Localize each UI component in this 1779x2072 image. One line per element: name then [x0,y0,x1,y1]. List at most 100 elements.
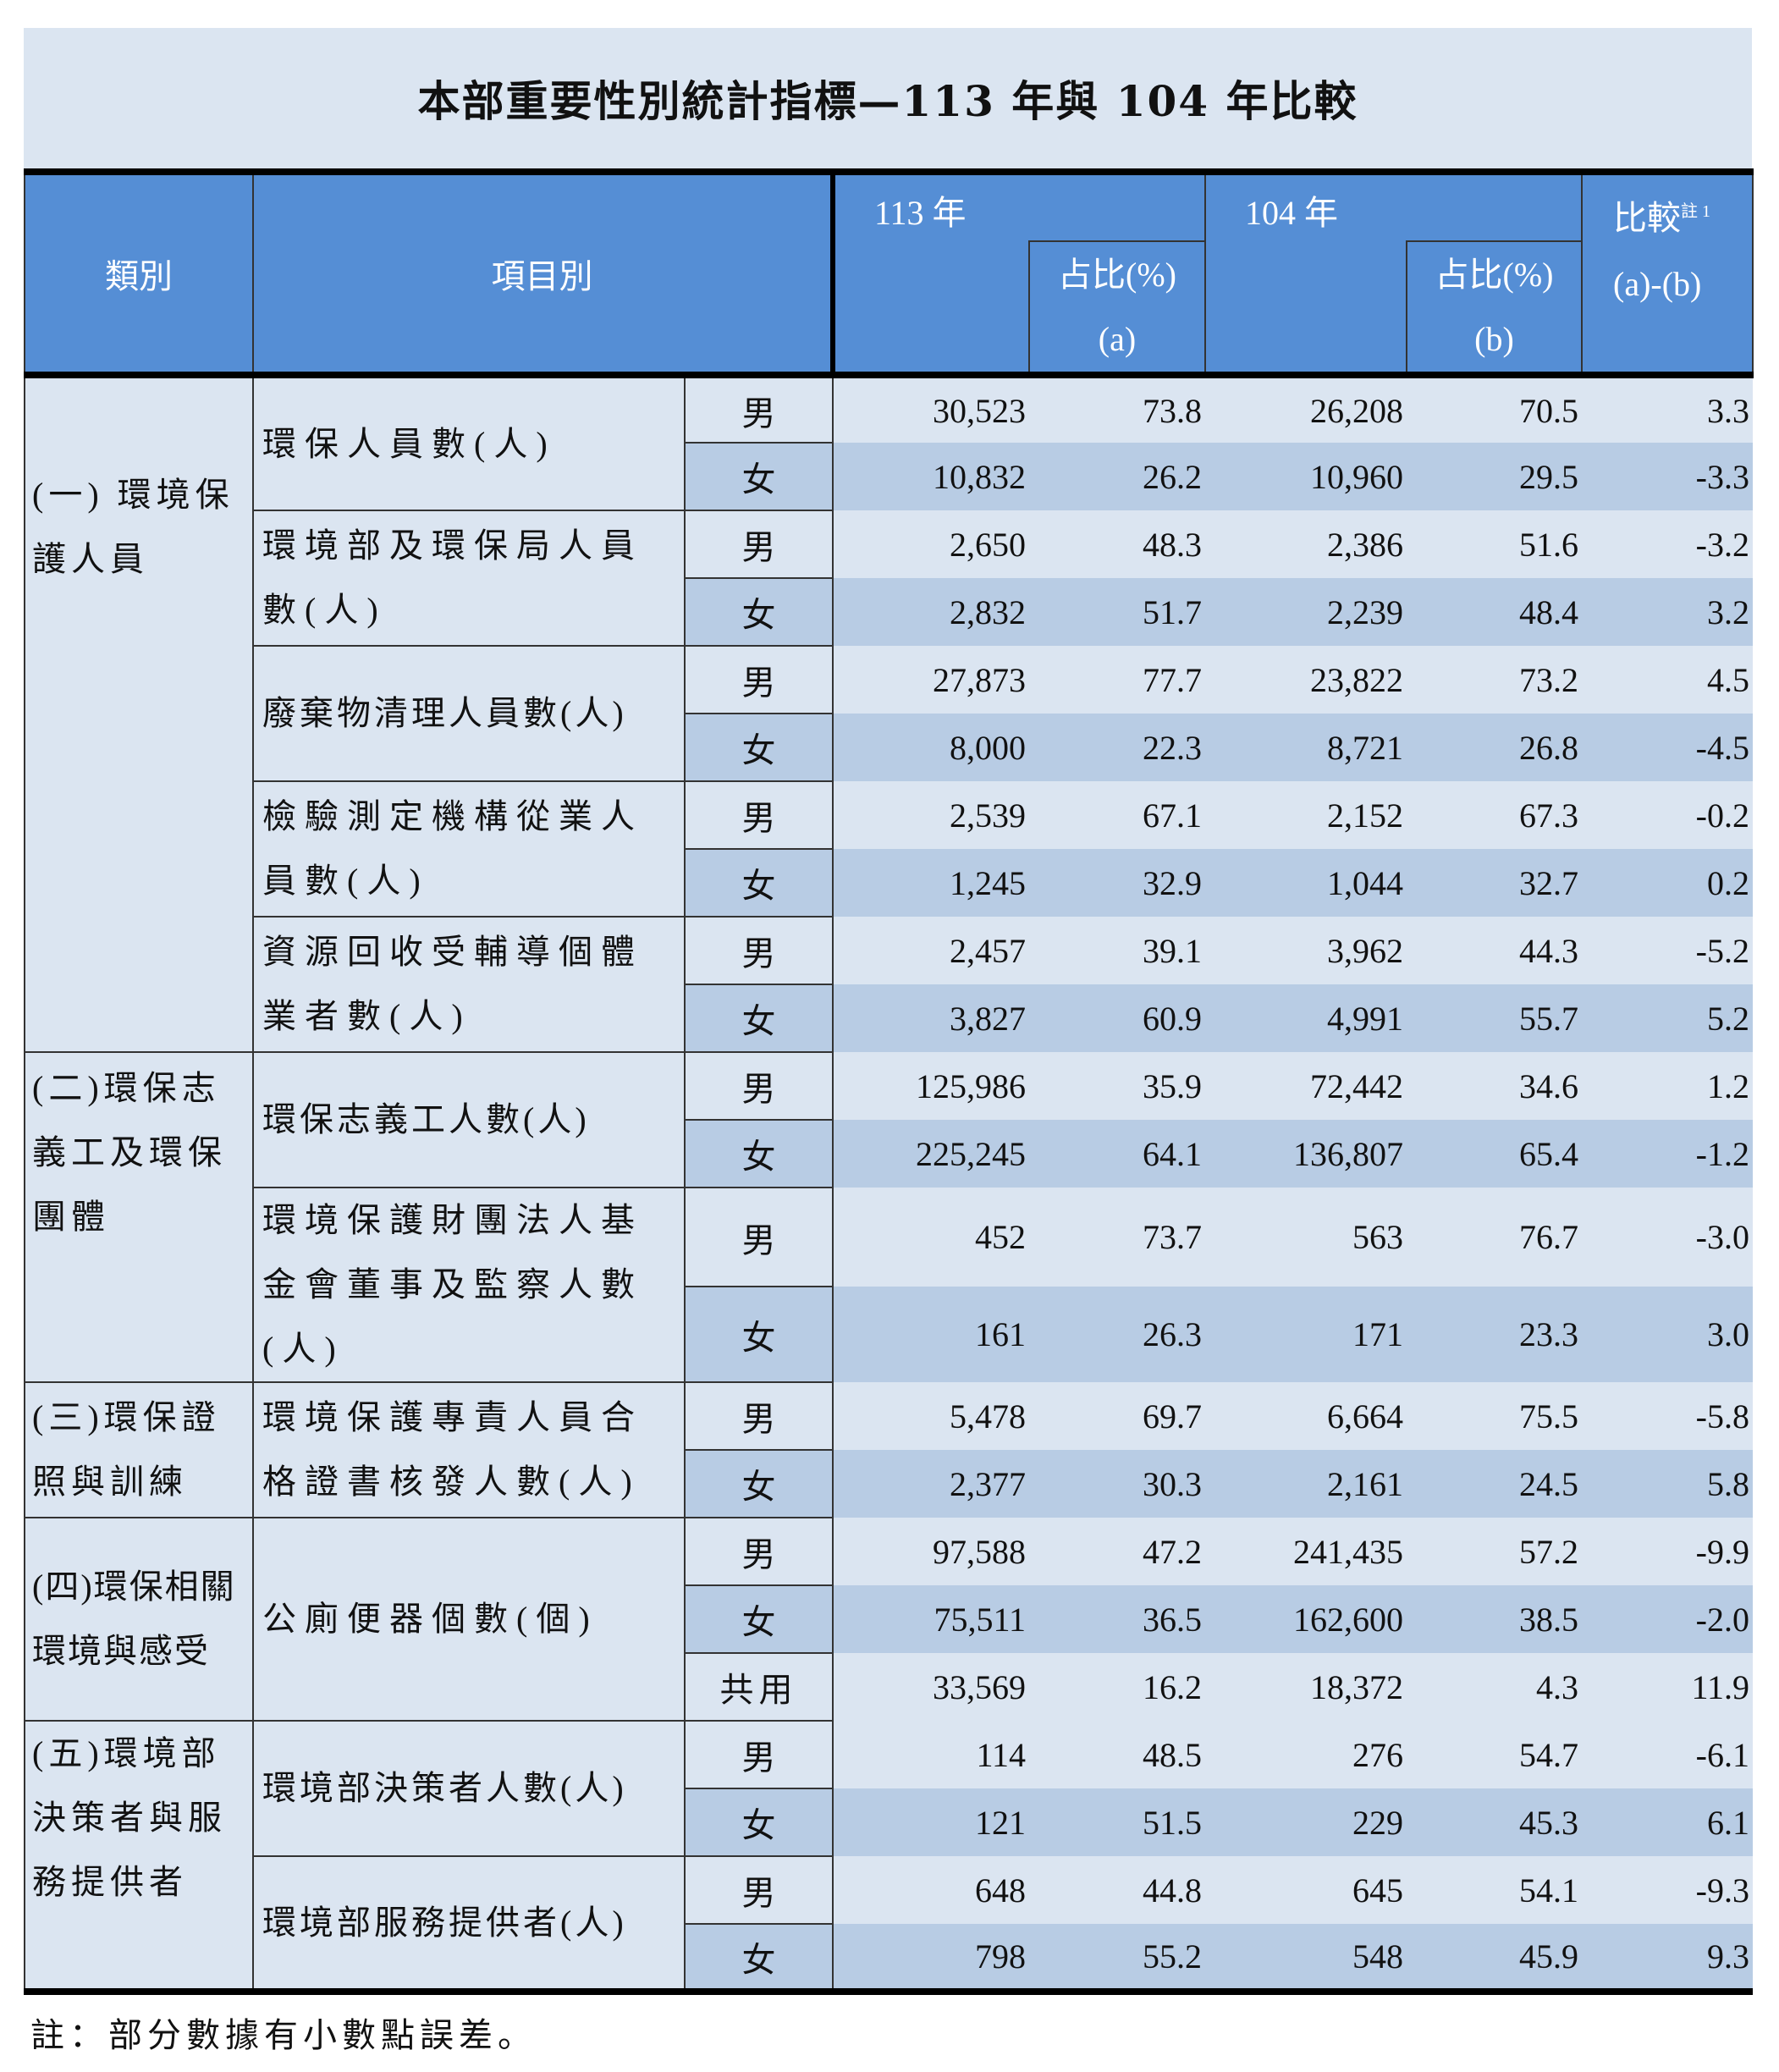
pct-113: 51.5 [1029,1788,1205,1856]
pct-104: 54.1 [1407,1856,1582,1924]
pct-113: 73.8 [1029,375,1205,443]
table-row: 女 10,832 26.2 10,960 29.5 -3.3 [25,442,1753,511]
table-row: (五)環境部決策者與服務提供者 環境部決策者人數(人) 男 114 48.5 2… [24,1720,1753,1992]
pct-113: 47.2 [1029,1518,1205,1585]
table-row: 女 2,377 30.3 2,161 24.5 5.8 [25,1449,1753,1518]
header-pct-a: 占比(%) (a) [1028,240,1206,376]
value-113: 27,873 [833,646,1029,714]
value-104: 229 [1205,1788,1407,1856]
value-104: 4,991 [1205,984,1407,1052]
value-104: 276 [1205,1721,1407,1788]
header-compare-note: 註 1 [1681,202,1710,221]
pct-104: 73.2 [1407,646,1582,714]
value-104: 3,962 [1205,917,1407,984]
item-cell: 廢棄物清理人員數(人) [252,645,686,782]
value-104: 2,386 [1205,510,1407,578]
category-cell: (三)環保證照與訓練 [24,1381,254,1518]
value-113: 161 [833,1287,1029,1382]
diff: -4.5 [1582,714,1753,781]
header-year-113-spacer [1029,171,1206,242]
value-113: 648 [833,1856,1029,1924]
value-113: 3,827 [833,984,1029,1052]
diff: -2.0 [1582,1585,1753,1653]
header-pct-a-marker: (a) [1098,319,1137,358]
pct-104: 32.7 [1407,849,1582,917]
diff: -5.2 [1582,917,1753,984]
value-113: 1,245 [833,849,1029,917]
gender-cell: 女 [684,1584,834,1654]
value-113: 2,832 [833,578,1029,646]
pct-104: 34.6 [1407,1052,1582,1120]
item-cell: 資源回收受輔導個體業者數(人) [252,916,686,1053]
item-cell: 環境保護財團法人基金會董事及監察人數(人) [252,1187,686,1383]
value-113: 2,457 [833,917,1029,984]
table-row: 女 225,245 64.1 136,807 65.4 -1.2 [25,1119,1753,1188]
pct-104: 23.3 [1407,1287,1582,1382]
header-pct-b-label: 占比(%) [1435,255,1554,294]
table-row: 女 3,827 60.9 4,991 55.7 5.2 [25,984,1753,1053]
value-104: 2,161 [1205,1450,1407,1518]
pct-104: 51.6 [1407,510,1582,578]
value-104: 26,208 [1205,375,1407,443]
pct-113: 55.2 [1029,1924,1205,1992]
category-cell: (五)環境部決策者與服務提供者 [24,1720,254,1992]
table-row: (三)環保證照與訓練 環境保護專責人員合格證書核發人數(人) 男 5,478 6… [24,1381,1753,1518]
pct-113: 36.5 [1029,1585,1205,1653]
gender-cell: 女 [684,442,834,511]
gender-cell: 男 [684,916,834,985]
pct-104: 75.5 [1407,1382,1582,1450]
pct-113: 64.1 [1029,1120,1205,1188]
pct-113: 26.2 [1029,443,1205,510]
diff: 3.0 [1582,1287,1753,1382]
diff: -3.2 [1582,510,1753,578]
gender-cell: 男 [684,1381,834,1451]
table-row: (一) 環境保護人員 環保人員數(人) 男 30,523 73.8 26,208… [24,374,1753,1053]
header-compare-formula: (a)-(b) [1613,265,1702,303]
table-body: (一) 環境保護人員 環保人員數(人) 男 30,523 73.8 26,208… [24,374,1753,1992]
gender-cell: 男 [684,374,834,444]
pct-104: 26.8 [1407,714,1582,781]
value-104: 2,152 [1205,781,1407,849]
diff: 0.2 [1582,849,1753,917]
value-104: 136,807 [1205,1120,1407,1188]
header-pct-b-marker: (b) [1474,319,1514,358]
pct-104: 54.7 [1407,1721,1582,1788]
pct-113: 60.9 [1029,984,1205,1052]
value-104: 171 [1205,1287,1407,1382]
gender-cell: 女 [684,848,834,918]
value-104: 8,721 [1205,714,1407,781]
pct-104: 45.9 [1407,1924,1582,1992]
header-compare-label: 比較 [1613,199,1681,237]
value-104: 1,044 [1205,849,1407,917]
value-104: 563 [1205,1188,1407,1287]
value-113: 97,588 [833,1518,1029,1585]
pct-113: 67.1 [1029,781,1205,849]
diff: 9.3 [1582,1924,1753,1992]
gender-cell: 共用 [684,1652,834,1722]
header-category: 類別 [24,171,254,376]
header-compare: 比較註 1 (a)-(b) [1581,171,1754,376]
pct-113: 32.9 [1029,849,1205,917]
gender-cell: 女 [684,984,834,1053]
table-row: 環境保護財團法人基金會董事及監察人數(人) 男 452 73.7 563 76.… [25,1187,1753,1383]
value-104: 2,239 [1205,578,1407,646]
gender-cell: 女 [684,713,834,782]
header-pct-b: 占比(%) (b) [1406,240,1583,376]
statistics-table: 類別 項目別 113 年 104 年 比較註 1 (a)-(b) 占比(%) (… [24,168,1754,1995]
value-113: 798 [833,1924,1029,1992]
diff: -9.9 [1582,1518,1753,1585]
diff: -6.1 [1582,1721,1753,1788]
pct-113: 39.1 [1029,917,1205,984]
pct-104: 29.5 [1407,443,1582,510]
table-row: 共用 33,569 16.2 18,372 4.3 11.9 [25,1652,1753,1722]
pct-113: 77.7 [1029,646,1205,714]
gender-cell: 女 [684,1788,834,1857]
value-113: 114 [833,1721,1029,1788]
gender-cell: 女 [684,577,834,647]
pct-104: 45.3 [1407,1788,1582,1856]
value-104: 645 [1205,1856,1407,1924]
header-year-113: 113 年 [830,171,1029,375]
pct-113: 16.2 [1029,1653,1205,1721]
gender-cell: 男 [684,1720,834,1789]
pct-104: 4.3 [1407,1653,1582,1721]
